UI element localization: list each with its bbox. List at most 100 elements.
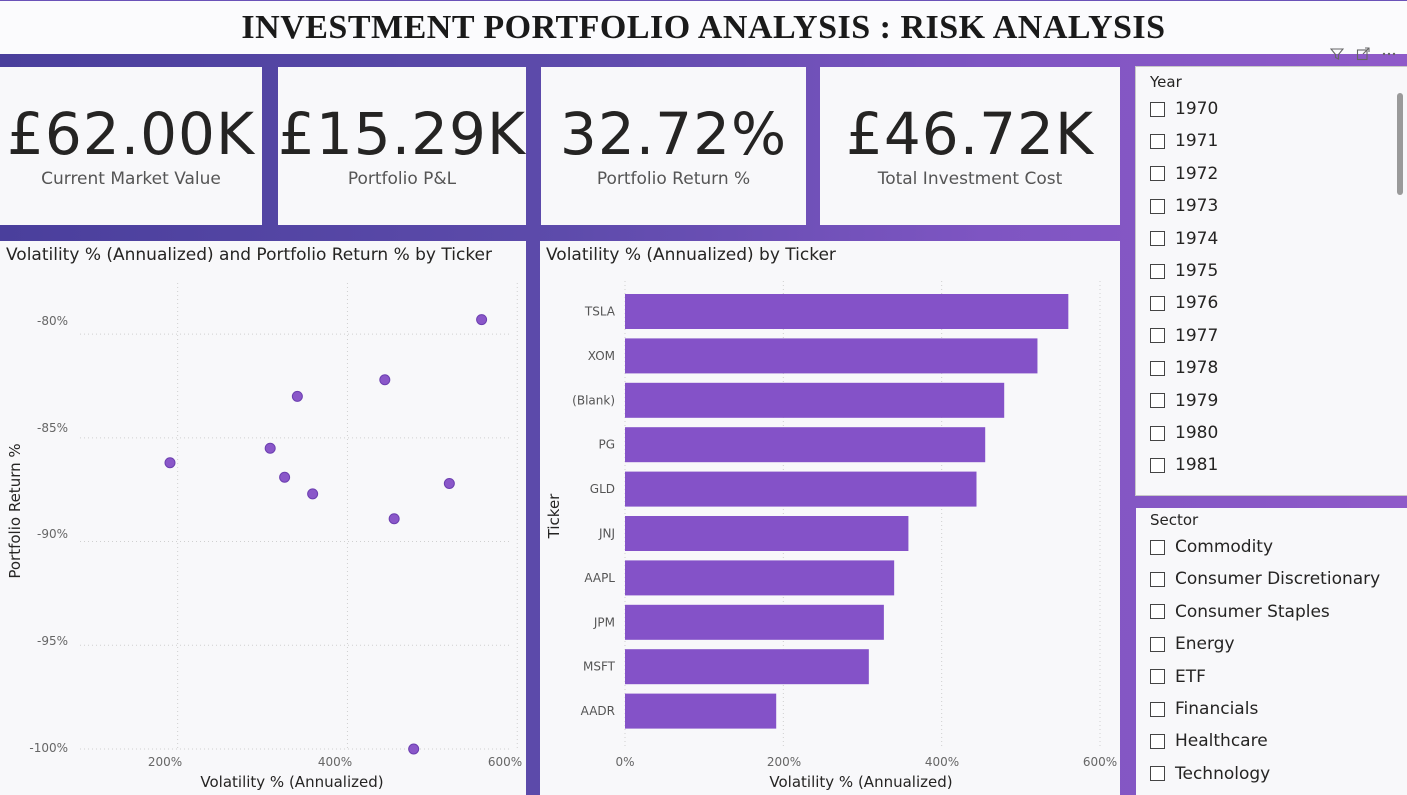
year-slicer-item[interactable]: 1974: [1150, 228, 1218, 250]
sector-slicer-item[interactable]: Consumer Staples: [1150, 601, 1330, 623]
bar[interactable]: [625, 471, 977, 507]
checkbox[interactable]: [1150, 133, 1165, 149]
kpi-card-market-value[interactable]: £62.00K Current Market Value: [0, 67, 262, 225]
scatter-point[interactable]: [408, 743, 420, 755]
checkbox[interactable]: [1150, 360, 1165, 376]
year-slicer-item[interactable]: 1981: [1150, 454, 1218, 476]
checkbox[interactable]: [1150, 263, 1165, 279]
checkbox[interactable]: [1150, 604, 1165, 620]
checkbox[interactable]: [1150, 166, 1165, 182]
bar-category-label: GLD: [590, 482, 615, 496]
year-slicer-item[interactable]: 1971: [1150, 130, 1218, 152]
checkbox[interactable]: [1150, 539, 1165, 555]
scatter-point[interactable]: [379, 374, 391, 386]
scatter-point[interactable]: [443, 477, 455, 489]
bar-category-label: (Blank): [572, 393, 615, 407]
sector-slicer-item[interactable]: Healthcare: [1150, 730, 1268, 752]
more-options-icon[interactable]: [1381, 46, 1397, 62]
year-slicer-item-label: 1975: [1175, 261, 1219, 281]
scatter-chart-visual[interactable]: Volatility % (Annualized) and Portfolio …: [0, 241, 526, 795]
filter-icon[interactable]: [1329, 46, 1345, 62]
bar[interactable]: [625, 294, 1069, 329]
bar[interactable]: [625, 604, 884, 640]
year-slicer-item[interactable]: 1973: [1150, 195, 1218, 217]
year-slicer-item[interactable]: 1979: [1150, 390, 1218, 412]
bar-chart-visual[interactable]: Volatility % (Annualized) by Ticker TSLA…: [540, 241, 1120, 795]
year-slicer-item[interactable]: 1970: [1150, 98, 1218, 120]
year-slicer-item-label: 1973: [1175, 196, 1219, 217]
bar[interactable]: [625, 427, 986, 463]
year-slicer-item[interactable]: 1976: [1150, 292, 1218, 314]
checkbox[interactable]: [1150, 457, 1165, 473]
year-slicer-title: Year: [1150, 73, 1182, 91]
year-slicer-item[interactable]: 1978: [1150, 357, 1218, 379]
kpi-value: 32.72%: [559, 100, 788, 168]
year-slicer-item-label: 1976: [1175, 293, 1219, 314]
year-slicer-item[interactable]: 1980: [1150, 422, 1218, 444]
checkbox[interactable]: [1150, 669, 1165, 685]
checkbox[interactable]: [1150, 393, 1165, 409]
scatter-y-tick: -95%: [37, 634, 68, 648]
checkbox[interactable]: [1150, 766, 1165, 782]
bar-category-label: JNJ: [598, 527, 615, 541]
bar-y-axis-label: Ticker: [545, 493, 563, 539]
sector-slicer-item[interactable]: Consumer Discretionary: [1150, 568, 1380, 590]
bar[interactable]: [625, 338, 1038, 374]
report-header: INVESTMENT PORTFOLIO ANALYSIS : RISK ANA…: [0, 0, 1407, 55]
bar-category-label: AADR: [581, 704, 615, 718]
bar[interactable]: [625, 693, 777, 729]
sector-slicer-item[interactable]: Energy: [1150, 633, 1235, 655]
checkbox[interactable]: [1150, 733, 1165, 749]
year-slicer[interactable]: Year 1970 1971 1972 1973 1974 1975 1976 1977 197…: [1135, 66, 1407, 496]
kpi-label: Total Investment Cost: [877, 169, 1063, 189]
year-slicer-item[interactable]: 1972: [1150, 163, 1218, 185]
bar[interactable]: [625, 382, 1005, 418]
scatter-point[interactable]: [388, 513, 400, 525]
sector-slicer-item-label: Financials: [1175, 699, 1259, 719]
sector-slicer-item[interactable]: Technology: [1150, 763, 1270, 785]
bar-x-tick: 200%: [767, 755, 801, 769]
focus-mode-icon[interactable]: [1355, 46, 1371, 62]
checkbox[interactable]: [1150, 328, 1165, 344]
scatter-chart-title: Volatility % (Annualized) and Portfolio …: [6, 245, 493, 265]
scatter-point[interactable]: [164, 457, 176, 469]
year-slicer-item[interactable]: 1975: [1150, 260, 1218, 282]
kpi-value: £15.29K: [278, 100, 526, 168]
scatter-point[interactable]: [307, 488, 319, 500]
bar[interactable]: [625, 516, 909, 551]
scatter-point[interactable]: [264, 442, 276, 454]
checkbox[interactable]: [1150, 231, 1165, 247]
sector-slicer-item-label: Consumer Discretionary: [1175, 569, 1381, 590]
bar-category-label: AAPL: [584, 571, 615, 585]
checkbox[interactable]: [1150, 198, 1165, 214]
kpi-value: £46.72K: [846, 100, 1094, 168]
scatter-point[interactable]: [476, 314, 488, 326]
bar-chart-title: Volatility % (Annualized) by Ticker: [546, 245, 836, 265]
sector-slicer-item[interactable]: Commodity: [1150, 536, 1273, 558]
year-slicer-item-label: 1972: [1175, 163, 1219, 184]
checkbox[interactable]: [1150, 571, 1165, 587]
sector-slicer-item[interactable]: Financials: [1150, 698, 1258, 720]
bar-category-label: MSFT: [583, 660, 616, 674]
checkbox[interactable]: [1150, 101, 1165, 117]
year-slicer-item[interactable]: 1977: [1150, 325, 1218, 347]
sector-slicer-item-label: Technology: [1175, 763, 1271, 784]
year-slicer-item-label: 1981: [1175, 455, 1219, 476]
bar-category-label: TSLA: [584, 305, 616, 319]
sector-slicer[interactable]: Sector Commodity Consumer Discretionary Co…: [1136, 508, 1407, 795]
year-slicer-scrollbar[interactable]: [1397, 93, 1403, 195]
kpi-card-portfolio-return[interactable]: 32.72% Portfolio Return %: [541, 67, 806, 225]
scatter-point[interactable]: [279, 471, 291, 483]
kpi-card-investment-cost[interactable]: £46.72K Total Investment Cost: [820, 67, 1120, 225]
kpi-card-portfolio-pnl[interactable]: £15.29K Portfolio P&L: [278, 67, 526, 225]
checkbox[interactable]: [1150, 425, 1165, 441]
sector-slicer-item-label: Healthcare: [1175, 731, 1268, 752]
sector-slicer-item[interactable]: ETF: [1150, 666, 1206, 688]
bar[interactable]: [625, 649, 869, 685]
bar[interactable]: [625, 560, 895, 596]
checkbox[interactable]: [1150, 295, 1165, 311]
checkbox[interactable]: [1150, 636, 1165, 652]
scatter-point[interactable]: [291, 390, 303, 402]
checkbox[interactable]: [1150, 701, 1165, 717]
bar-x-tick: 400%: [925, 755, 959, 769]
